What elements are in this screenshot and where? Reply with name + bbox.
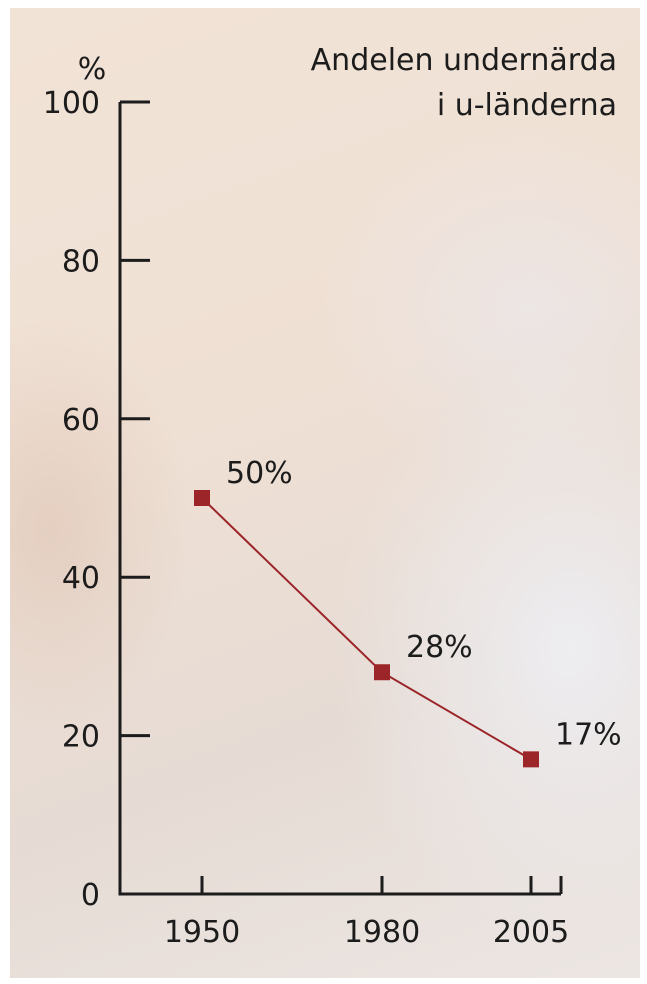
- line-chart: % Andelen undernärda i u-länderna 0 20 40 6…: [43, 43, 622, 950]
- series-group: 50% 28% 17%: [194, 456, 622, 768]
- y-tick-label: 100: [43, 86, 100, 121]
- chart-title: Andelen undernärda: [311, 43, 617, 78]
- y-tick-label: 0: [81, 878, 100, 913]
- data-label: 17%: [555, 717, 622, 752]
- y-tick-label: 40: [62, 561, 100, 596]
- x-tick-label: 2005: [493, 915, 569, 950]
- y-tick-label: 20: [62, 720, 100, 755]
- data-point-marker: [194, 490, 210, 506]
- y-tick-label: 60: [62, 403, 100, 438]
- data-label: 50%: [226, 456, 293, 491]
- x-tick-label: 1950: [164, 915, 240, 950]
- y-axis-unit-label: %: [78, 52, 107, 87]
- data-point-marker: [523, 751, 539, 768]
- photo-background: [10, 8, 640, 978]
- y-axis-ticks: 0 20 40 60 80 100: [43, 86, 150, 913]
- x-axis-ticks: 1950 1980 2005: [164, 876, 569, 950]
- data-point-marker: [374, 664, 390, 681]
- chart-frame: % Andelen undernärda i u-länderna 0 20 40 6…: [10, 8, 640, 978]
- y-tick-label: 80: [62, 244, 100, 279]
- x-tick-label: 1980: [344, 915, 420, 950]
- series-line: [201, 497, 532, 761]
- chart-title-line-2: i u-länderna: [437, 88, 617, 123]
- axes: [118, 102, 561, 896]
- data-label: 28%: [406, 630, 473, 665]
